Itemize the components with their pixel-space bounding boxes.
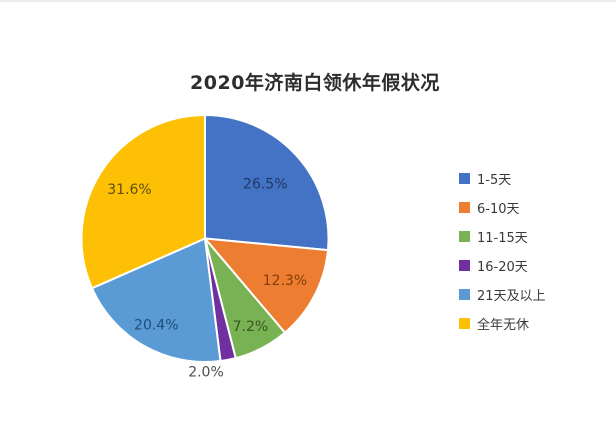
pie-label-3: 7.2% [233,319,269,335]
pie-label-4: 2.0% [188,365,224,381]
legend-swatch-icon [459,201,470,213]
pie-slice-6 [80,114,206,290]
legend-label: 6-10天 [477,201,520,217]
legend-label: 全年无休 [477,317,530,333]
legend-item-5: 21天及以上 [459,285,546,304]
legend-item-4: 16-20天 [459,256,546,275]
pie-label-2: 12.3% [263,273,307,289]
pie-slice-1 [204,114,330,252]
pie-label-5: 20.4% [134,318,178,334]
legend-swatch-icon [459,317,470,329]
legend-swatch-icon [459,230,470,242]
pie-slice-2 [204,237,329,334]
legend-item-2: 6-10天 [459,198,546,217]
legend-label: 21天及以上 [477,288,546,304]
legend-swatch-icon [459,288,470,300]
legend-item-6: 全年无休 [459,314,546,333]
legend-label: 11-15天 [477,230,528,246]
chart-title: 2020年济南白领休年假状况 [190,72,440,94]
legend-swatch-icon [459,172,470,184]
pie-slice-5 [90,237,222,363]
legend-item-1: 1-5天 [459,169,546,188]
legend-label: 1-5天 [477,172,512,188]
legend-swatch-icon [459,259,470,271]
legend-label: 16-20天 [477,259,528,275]
legend: 1-5天 6-10天 11-15天 16-20天 21天及以上 全年无休 [459,169,546,333]
pie-label-1: 26.5% [243,177,287,193]
legend-item-3: 11-15天 [459,227,546,246]
pie-label-6: 31.6% [107,182,151,198]
